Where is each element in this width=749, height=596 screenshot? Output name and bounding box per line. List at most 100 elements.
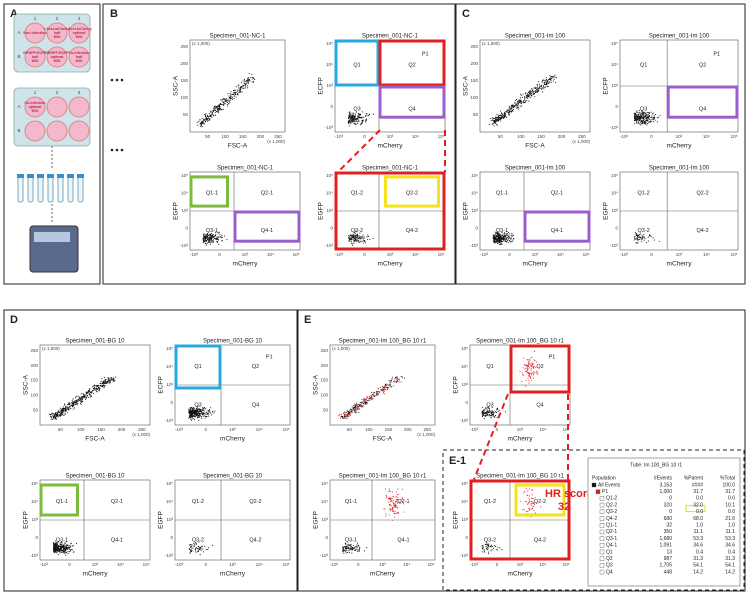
x-axis-label: mCherry — [220, 571, 246, 578]
event-dot — [382, 392, 385, 394]
table-cell: 10.1 — [725, 502, 735, 508]
table-cell: 1.0 — [728, 523, 735, 529]
event-dot — [645, 120, 647, 122]
event-dot — [528, 488, 530, 490]
table-cell: Q2-2 — [606, 502, 617, 508]
event-dot — [492, 119, 494, 121]
event-dot — [400, 381, 402, 383]
y-tick-label: 10⁵ — [166, 481, 173, 486]
table-cell: Q2-1 — [606, 529, 617, 535]
well — [68, 96, 90, 118]
y-tick-label: 100 — [180, 95, 188, 100]
event-dot — [390, 382, 392, 384]
event-dot — [98, 386, 100, 388]
event-dot — [359, 238, 361, 240]
event-dot — [507, 234, 509, 236]
event-dot — [52, 549, 54, 551]
event-dot — [637, 120, 639, 122]
event-dot — [365, 398, 367, 400]
event-dot — [342, 546, 344, 548]
event-dot — [65, 409, 67, 411]
event-dot — [365, 401, 367, 403]
x-tick-label: 10³ — [387, 134, 394, 139]
event-dot — [194, 416, 196, 418]
event-dot — [348, 550, 350, 552]
event-dot — [359, 404, 361, 406]
event-dot — [392, 510, 394, 512]
x-tick-label: 150 — [239, 134, 247, 139]
event-dot — [398, 494, 400, 496]
x-tick-label: 50 — [205, 134, 211, 139]
table-frame — [587, 457, 741, 587]
event-dot — [207, 238, 209, 241]
quadrant-label: Q1 — [486, 364, 493, 370]
event-dot — [367, 114, 369, 117]
event-dot — [531, 364, 533, 366]
event-dot — [377, 391, 379, 393]
event-dot — [230, 95, 232, 97]
event-dot — [499, 409, 501, 412]
event-dot — [353, 118, 355, 120]
plot-title: Specimen_001-NC-1 — [217, 166, 274, 172]
event-dot — [543, 79, 545, 81]
event-dot — [532, 362, 534, 364]
event-dot — [483, 418, 485, 420]
event-dot — [210, 237, 212, 240]
event-dot — [200, 123, 202, 125]
event-dot — [364, 403, 366, 405]
x-tick-label: -10³ — [620, 252, 629, 257]
event-dot — [188, 409, 190, 411]
event-dot — [640, 123, 642, 125]
event-dot — [201, 545, 203, 547]
event-dot — [487, 545, 489, 547]
event-dot — [339, 413, 341, 415]
event-dot — [204, 236, 206, 238]
event-dot — [69, 403, 71, 406]
table-cell: 0.0 — [728, 509, 735, 515]
event-dot — [359, 232, 361, 234]
event-dot — [396, 378, 398, 380]
table-cell: 54.1 — [725, 563, 735, 569]
event-dot — [389, 384, 391, 386]
event-dot — [488, 409, 490, 411]
event-dot — [489, 545, 491, 548]
event-dot — [528, 507, 530, 509]
event-dot — [57, 415, 59, 417]
event-dot — [199, 554, 201, 556]
event-dot — [355, 402, 358, 404]
event-dot — [382, 387, 384, 389]
event-dot — [194, 414, 196, 416]
event-dot — [360, 117, 362, 119]
event-dot — [515, 107, 517, 109]
event-dot — [205, 117, 207, 119]
event-dot — [59, 545, 62, 547]
y-tick-label: 0 — [615, 226, 618, 231]
event-dot — [638, 236, 641, 238]
event-dot — [642, 120, 644, 122]
event-dot — [192, 418, 194, 420]
event-dot — [654, 117, 656, 119]
event-dot — [548, 82, 550, 84]
event-dot — [352, 120, 354, 122]
event-dot — [356, 550, 359, 552]
event-dot — [495, 238, 497, 241]
event-dot — [62, 543, 64, 545]
event-dot — [634, 116, 636, 118]
event-dot — [532, 366, 535, 368]
event-dot — [641, 110, 643, 112]
event-dot — [364, 402, 366, 404]
event-dot — [536, 88, 538, 90]
event-dot — [68, 407, 70, 409]
event-dot — [351, 546, 354, 549]
event-dot — [240, 81, 243, 83]
event-dot — [555, 81, 557, 84]
event-dot — [197, 409, 199, 411]
event-dot — [524, 98, 526, 100]
event-dot — [633, 115, 635, 117]
tube — [17, 175, 24, 203]
event-dot — [62, 551, 64, 553]
event-dot — [208, 240, 210, 242]
event-dot — [88, 392, 90, 394]
y-tick-label: 10⁴ — [611, 62, 618, 67]
event-dot — [643, 116, 645, 118]
